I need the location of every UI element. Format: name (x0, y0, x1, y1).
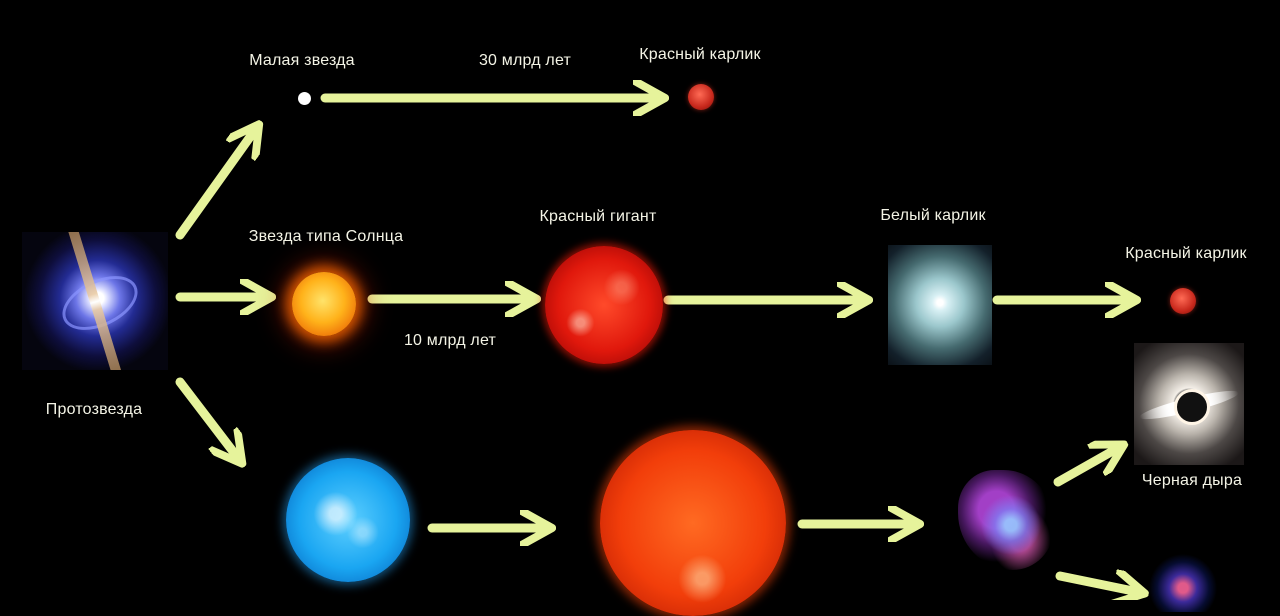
label-time-10: 10 млрд лет (403, 332, 497, 349)
label-small-star: Малая звезда (249, 52, 355, 69)
arrows-layer (175, 0, 1280, 600)
sun-like-star-image (292, 272, 356, 336)
event-horizon (1174, 389, 1210, 425)
label-red-giant: Красный гигант (539, 208, 657, 225)
arrow-nebula-to-neutron (1055, 576, 1138, 592)
supernova-remnant-image (958, 470, 1054, 570)
arrow-proto-to-massive (175, 377, 238, 458)
label-white-dwarf: Белый карлик (880, 207, 986, 224)
label-black-hole: Черная дыра (1141, 472, 1243, 489)
label-red-dwarf-top: Красный карлик (639, 46, 761, 63)
small-star-image (298, 92, 311, 105)
neutron-star-image (1148, 552, 1218, 612)
red-giant-image (545, 246, 663, 364)
massive-blue-star-image (286, 458, 410, 582)
red-dwarf-middle-image (1170, 288, 1196, 314)
arrow-proto-to-small (175, 130, 255, 240)
label-sun-like-star: Звезда типа Солнца (248, 228, 404, 245)
black-hole-image (1134, 343, 1244, 465)
arrow-nebula-to-blackhole (1053, 448, 1118, 487)
label-protostar: Протозвезда (45, 401, 143, 418)
protostar-image (22, 232, 168, 370)
label-red-dwarf-middle: Красный карлик (1125, 245, 1247, 262)
label-time-30: 30 млрд лет (478, 52, 572, 69)
white-dwarf-image (888, 245, 992, 365)
red-supergiant-image (600, 430, 786, 616)
red-dwarf-top-image (688, 84, 714, 110)
stellar-evolution-diagram: Малая звезда 30 млрд лет Красный карлик … (22, 0, 1280, 616)
